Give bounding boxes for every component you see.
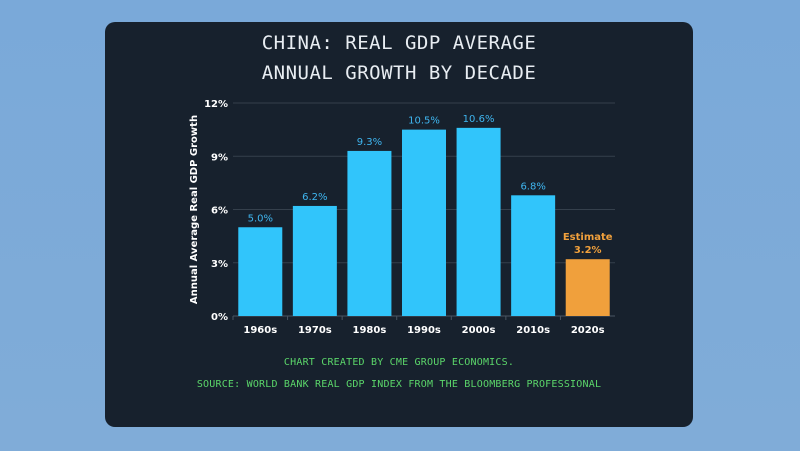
x-tick-label: 1970s (298, 325, 332, 336)
y-tick-label: 0% (211, 312, 228, 323)
y-tick-label: 12% (204, 99, 228, 110)
x-tick-label: 1960s (243, 325, 277, 336)
data-label: 10.5% (408, 116, 440, 127)
chart-title: CHINA: REAL GDP AVERAGE (261, 32, 537, 54)
bar-1980s (347, 150, 392, 316)
chart-subtitle: ANNUAL GROWTH BY DECADE (261, 62, 537, 84)
y-tick-label: 9% (211, 152, 228, 163)
data-label: 10.6% (463, 114, 495, 125)
bar-2020s (565, 259, 610, 316)
x-tick-label: 1990s (407, 325, 441, 336)
estimate-label: Estimate (563, 232, 613, 243)
data-label: 3.2% (574, 245, 602, 256)
y-tick-label: 3% (211, 259, 228, 270)
y-tick-label: 6% (211, 206, 228, 217)
data-label: 6.8% (520, 181, 545, 192)
bar-1960s (238, 227, 283, 316)
data-label: 9.3% (357, 137, 382, 148)
chart-credit: CHART CREATED BY CME GROUP ECONOMICS. (283, 357, 515, 368)
data-label: 6.2% (302, 192, 327, 203)
bar-2000s (456, 127, 501, 316)
y-axis-label: Annual Average Real GDP Growth (189, 115, 200, 304)
chart-source: SOURCE: WORLD BANK REAL GDP INDEX FROM T… (196, 379, 602, 390)
chart-panel: CHINA: REAL GDP AVERAGE ANNUAL GROWTH BY… (105, 22, 693, 427)
x-tick-label: 2020s (571, 325, 605, 336)
data-label: 5.0% (248, 213, 273, 224)
bar-1990s (402, 129, 446, 316)
x-tick-label: 1980s (353, 325, 387, 336)
x-tick-label: 2000s (462, 325, 496, 336)
bar-2010s (511, 195, 556, 316)
x-tick-label: 2010s (516, 325, 550, 336)
bar-1970s (292, 205, 337, 316)
